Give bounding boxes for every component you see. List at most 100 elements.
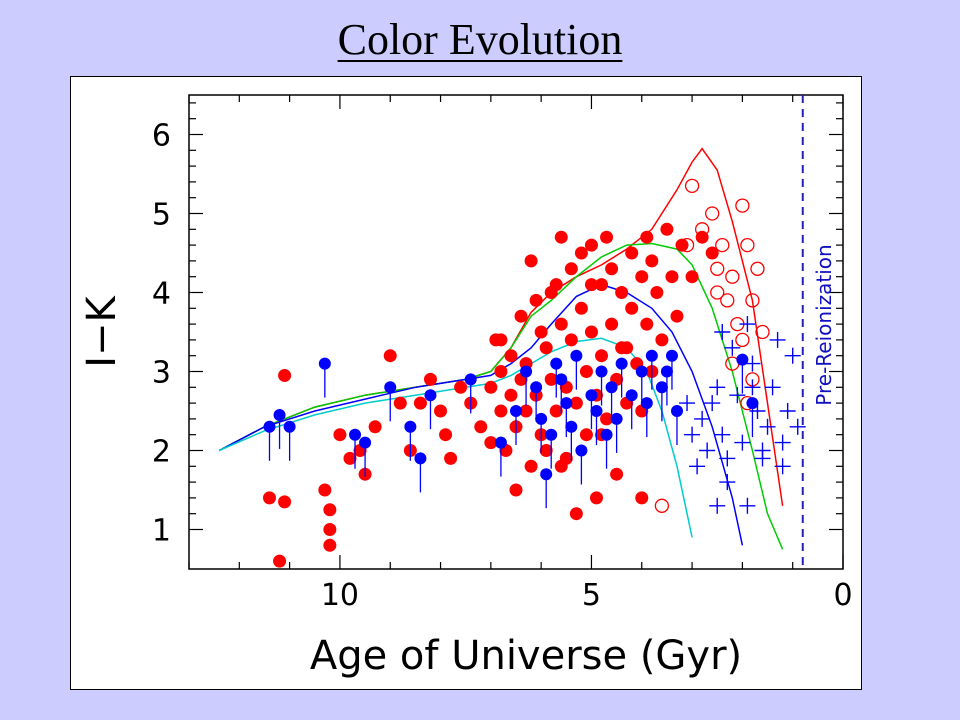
blue-filled-point: [535, 412, 548, 425]
red-filled-point: [504, 388, 518, 402]
red-filled-point: [484, 380, 498, 394]
red-filled-point: [262, 491, 276, 505]
blue-filled-point: [635, 365, 648, 378]
y-tick-label: 6: [152, 119, 171, 154]
blue-plus-point: [709, 497, 726, 514]
red-filled-point: [494, 404, 508, 418]
blue-plus-point: [789, 418, 806, 435]
blue-filled-point: [520, 365, 533, 378]
blue-plus-point: [719, 474, 736, 491]
red-filled-point: [655, 333, 669, 347]
blue-filled-point: [610, 412, 623, 425]
blue-filled-point: [510, 405, 522, 417]
red-filled-point: [574, 301, 588, 315]
blue-plus-point: [744, 379, 761, 396]
red-filled-point: [444, 451, 458, 465]
blue-filled-point: [464, 373, 477, 386]
red-filled-point: [524, 254, 538, 268]
red-filled-point: [610, 467, 624, 481]
red-filled-point: [589, 491, 603, 505]
blue-filled-point: [283, 420, 296, 433]
blue-filled-point: [384, 381, 397, 394]
blue-filled-point: [600, 428, 613, 441]
chart: 10 5 0 1 2 3 4 5 6 Age of Universe (Gyr) I−K Pre…: [79, 94, 853, 679]
red-filled-point: [333, 428, 347, 442]
blue-filled-point: [560, 397, 573, 410]
red-filled-point: [569, 396, 583, 410]
blue-filled-point: [404, 420, 417, 433]
blue-plus-point: [749, 403, 766, 419]
blue-filled-point: [550, 357, 563, 370]
red-filled-point: [439, 428, 453, 442]
red-filled-point: [600, 230, 614, 244]
red-filled-point: [660, 222, 674, 236]
blue-filled-point: [590, 405, 603, 417]
red-filled-point: [605, 262, 619, 276]
red-filled-point: [529, 293, 543, 307]
y-tick-label: 2: [152, 435, 171, 470]
red-filled-point: [514, 309, 528, 323]
blue-plus-point: [704, 395, 721, 412]
red-filled-point: [584, 278, 598, 292]
red-filled-point: [705, 246, 719, 260]
red-filled-point: [650, 286, 664, 299]
red-filled-point: [620, 341, 634, 355]
blue-plus-point: [744, 355, 761, 372]
red-filled-point: [675, 238, 689, 252]
blue-filled-point: [665, 349, 678, 362]
blue-plus-point: [729, 387, 746, 404]
blue-filled-point: [605, 381, 618, 394]
red-open-point: [725, 269, 740, 284]
blue-filled-point: [575, 444, 588, 457]
red-filled-point: [554, 317, 568, 331]
red-filled-point: [579, 365, 593, 378]
red-filled-point: [554, 230, 568, 244]
model-curve: [218, 242, 784, 550]
red-open-point: [684, 178, 700, 193]
blue-filled-point: [570, 349, 583, 362]
blue-filled-point: [530, 381, 543, 394]
red-filled-point: [318, 483, 332, 497]
red-filled-point: [574, 246, 588, 260]
blue-filled-point: [746, 397, 759, 410]
blue-filled-point: [655, 381, 668, 394]
red-filled-point: [665, 270, 679, 284]
red-filled-point: [383, 349, 397, 363]
red-filled-point: [474, 420, 488, 434]
blue-filled-point: [615, 357, 628, 370]
red-open-point: [735, 332, 750, 348]
axes: [188, 94, 844, 570]
blue-filled-point: [640, 397, 653, 410]
red-filled-point: [625, 246, 639, 260]
blue-filled-point: [359, 436, 372, 449]
blue-plus-point: [779, 403, 796, 419]
tick-labels: 10 5 0 1 2 3 4 5 6: [152, 119, 853, 614]
red-filled-point: [569, 507, 583, 521]
blue-plus-point: [739, 497, 756, 514]
blue-plus-point: [714, 324, 731, 340]
red-filled-point: [524, 459, 538, 473]
red-filled-point: [539, 444, 553, 457]
pre-reionization-label: Pre-Reionization: [812, 244, 836, 405]
red-filled-point: [595, 278, 609, 292]
red-open-point: [710, 261, 725, 276]
red-filled-point: [368, 420, 382, 434]
red-filled-point: [539, 341, 553, 355]
red-filled-point: [554, 459, 568, 473]
y-axis-title: I−K: [79, 294, 125, 367]
blue-plus-point: [754, 442, 771, 459]
red-filled-point: [504, 349, 518, 363]
blue-plus-point: [699, 442, 716, 459]
blue-filled-point: [273, 408, 286, 421]
red-filled-point: [549, 404, 563, 418]
x-axis-title: Age of Universe (Gyr): [310, 633, 742, 679]
red-filled-point: [393, 396, 407, 410]
red-filled-point: [323, 503, 337, 517]
blue-filled-point: [349, 428, 362, 441]
blue-plus-point: [719, 450, 736, 467]
red-open-point: [735, 198, 750, 213]
red-filled-point: [635, 270, 649, 284]
red-filled-point: [670, 309, 684, 323]
slide-title: Color Evolution: [337, 15, 623, 64]
blue-filled-point: [625, 389, 638, 402]
